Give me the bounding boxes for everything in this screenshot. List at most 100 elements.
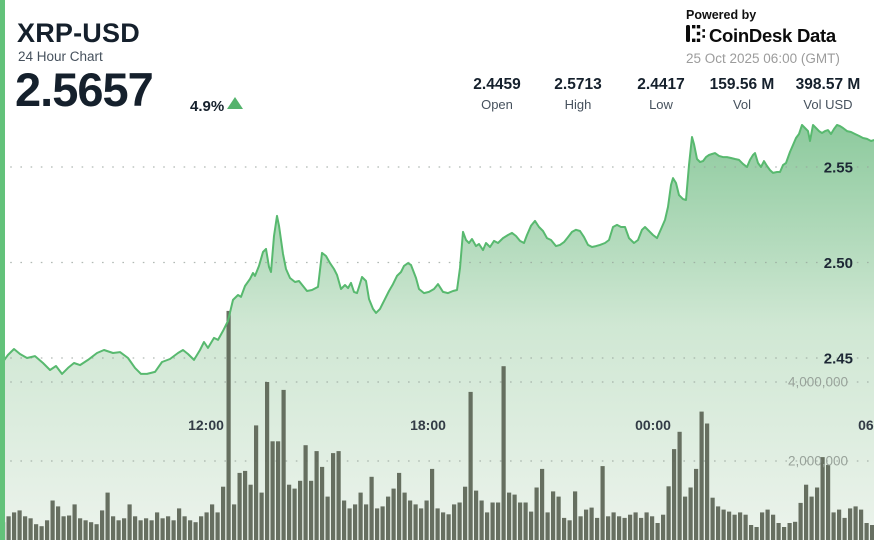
volume-bar xyxy=(61,516,66,540)
time-axis-label: 00:00 xyxy=(635,417,671,433)
volume-bar xyxy=(710,497,715,540)
volume-bar xyxy=(226,310,231,540)
volume-bar xyxy=(732,514,737,540)
volume-bar xyxy=(23,516,28,540)
coindesk-logo[interactable]: CoinDesk Data xyxy=(686,25,866,47)
volume-bar xyxy=(545,512,550,540)
volume-bar xyxy=(831,512,836,540)
volume-bar xyxy=(171,520,176,540)
volume-bar xyxy=(232,504,237,540)
volume-bar xyxy=(474,490,479,540)
volume-bar xyxy=(611,512,616,540)
volume-bar xyxy=(749,525,754,540)
stat-value: 2.4417 xyxy=(637,76,685,93)
volume-bar xyxy=(204,512,209,540)
volume-bar xyxy=(303,445,308,540)
price-line-path xyxy=(0,124,874,375)
volume-bar xyxy=(391,488,396,540)
volume-bar xyxy=(639,517,644,540)
volume-bar xyxy=(787,523,792,540)
stat-high: 2.5713 High xyxy=(554,76,601,112)
volume-bar xyxy=(188,520,193,540)
volume-bar xyxy=(661,514,666,540)
brand-name-sub: Data xyxy=(796,25,836,46)
stat-value: 2.4459 xyxy=(473,76,521,93)
volume-bar xyxy=(56,506,61,540)
volume-bar xyxy=(870,525,874,540)
volume-bar xyxy=(166,516,171,540)
volume-bar xyxy=(215,512,220,540)
volume-bar xyxy=(67,515,72,540)
volume-bar xyxy=(314,451,319,540)
volume-bar xyxy=(628,514,633,540)
volume-bar xyxy=(281,389,286,540)
volume-bar xyxy=(584,509,589,540)
volume-bar xyxy=(683,496,688,540)
volume-bar xyxy=(853,506,858,540)
volume-bar xyxy=(479,500,484,540)
price-area xyxy=(0,125,874,540)
volume-bar xyxy=(138,520,143,540)
volume-bar xyxy=(331,453,336,540)
volume-bar xyxy=(78,518,83,540)
volume-bar xyxy=(523,502,528,540)
page-title-symbol: XRP-USD xyxy=(17,18,140,48)
stat-open: 2.4459 Open xyxy=(473,76,520,112)
volume-bar xyxy=(17,510,22,540)
volume-bar xyxy=(468,391,473,540)
volume-bar xyxy=(39,526,44,540)
volume-bar xyxy=(743,514,748,540)
volume-bar xyxy=(578,516,583,540)
volume-bar xyxy=(534,487,539,540)
stat-value: 159.56 M xyxy=(709,76,775,93)
volume-bar xyxy=(259,492,264,540)
volume-bar xyxy=(688,487,693,540)
volume-bar xyxy=(705,423,710,540)
volume-bar xyxy=(408,500,413,540)
volume-bar xyxy=(501,366,506,540)
volume-bar xyxy=(694,468,699,540)
volume-bar xyxy=(133,516,138,540)
volume-bar xyxy=(573,491,578,540)
volume-tick-label: 2,000,000 xyxy=(788,454,848,469)
volume-bar xyxy=(518,502,523,540)
volume-bar xyxy=(809,496,814,540)
volume-bar xyxy=(782,527,787,540)
stat-low: 2.4417 Low xyxy=(637,76,684,112)
volume-bar xyxy=(485,512,490,540)
volume-bar xyxy=(507,492,512,540)
volume-bar xyxy=(622,517,627,540)
volume-bar xyxy=(463,486,468,540)
volume-bar xyxy=(798,502,803,540)
volume-bar xyxy=(309,480,314,540)
volume-bar xyxy=(342,500,347,540)
volume-bar xyxy=(864,523,869,540)
volume-bar xyxy=(633,512,638,540)
volume-bar xyxy=(397,472,402,540)
price-line xyxy=(0,124,874,375)
volume-bar xyxy=(122,518,127,540)
volume-bar xyxy=(776,523,781,540)
volume-bar xyxy=(859,509,864,540)
volume-bar xyxy=(386,496,391,540)
volume-bar xyxy=(28,518,33,540)
price-tick-label: 2.55 xyxy=(824,160,853,177)
volume-bar xyxy=(413,504,418,540)
branding-block: Powered by CoinDesk Data 25 Oct 2025 06:… xyxy=(686,8,866,66)
volume-bar xyxy=(754,527,759,540)
volume-bar xyxy=(727,511,732,540)
volume-bar xyxy=(551,491,556,540)
volume-bar xyxy=(369,476,374,540)
volume-bar xyxy=(452,504,457,540)
volume-bar xyxy=(435,508,440,540)
volume-bar xyxy=(287,484,292,540)
chart-timestamp: 25 Oct 2025 06:00 (GMT) xyxy=(686,51,840,66)
volume-bar xyxy=(826,464,831,540)
volume-bar xyxy=(650,516,655,540)
volume-bar xyxy=(221,486,226,540)
volume-bar xyxy=(50,500,55,540)
volume-bar xyxy=(160,518,165,540)
current-price: 2.5657 xyxy=(15,63,154,116)
time-axis-label: 12:00 xyxy=(188,417,224,433)
